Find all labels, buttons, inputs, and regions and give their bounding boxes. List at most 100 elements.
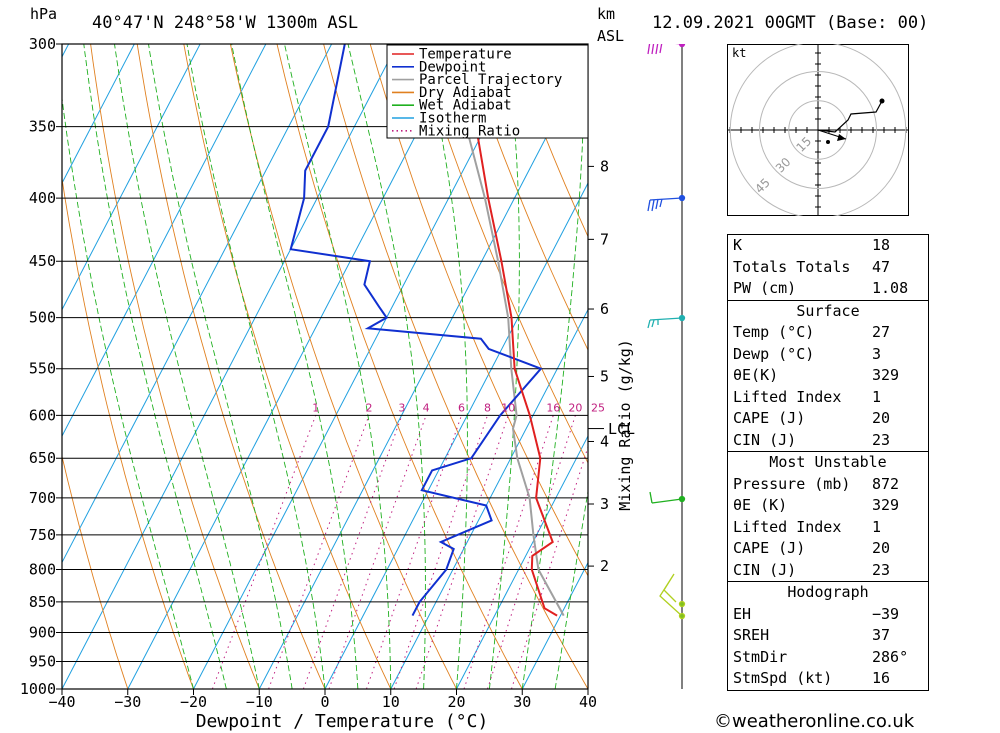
km-label: km: [597, 5, 616, 23]
hodograph-stat-label: EH: [733, 604, 752, 623]
dry-adiabat-line: [416, 44, 588, 464]
most-unstable-label: CAPE (J): [733, 539, 806, 557]
asl-label: ASL: [597, 27, 625, 45]
hodograph-stat-label: SREH: [733, 626, 770, 644]
surface-value: 20: [872, 409, 891, 427]
legend-entry: Isotherm: [419, 111, 486, 127]
hodograph-stat-value: 286°: [872, 647, 909, 666]
x-tick-label: 20: [447, 693, 465, 711]
most-unstable-row: θE (K) 329: [728, 495, 928, 517]
surface-row: CIN (J) 23: [728, 430, 928, 452]
surface-label: CIN (J): [733, 430, 797, 449]
surface-value: 3: [872, 344, 882, 363]
most-unstable-value: 329: [872, 496, 900, 514]
mixing-ratio-line: [328, 415, 427, 689]
surface-label: CAPE (J): [733, 409, 806, 427]
most-unstable-value: 20: [872, 539, 891, 557]
isotherm-line: [324, 182, 588, 689]
dry-adiabat-line: [90, 44, 260, 689]
wet-adiabat-line: [114, 44, 260, 689]
most-unstable-label: θE (K): [733, 496, 788, 514]
surface-label: θE(K): [733, 366, 779, 384]
mixing-ratio-label: 8: [484, 401, 491, 414]
km-tick-label: 6: [600, 300, 609, 318]
pressure-tick-label: 800: [29, 560, 56, 578]
surface-row: CAPE (J) 20: [728, 408, 928, 430]
isotherm-line: [62, 44, 201, 311]
dry-adiabat-line: [229, 44, 457, 689]
wet-adiabat-line: [554, 488, 588, 689]
most-unstable-value: 872: [872, 474, 900, 493]
wet-adiabat-line: [231, 44, 359, 689]
most-unstable-row: Pressure (mb) 872: [728, 474, 928, 496]
isotherm-line: [0, 26, 12, 689]
surface-title: Surface: [796, 301, 860, 320]
wind-barb-850: [659, 573, 686, 620]
x-tick-label: −30: [114, 693, 141, 711]
mixing-ratio-label: 10: [501, 401, 515, 414]
surface-value: 1: [872, 387, 882, 406]
dry-adiabat-line: [509, 44, 588, 238]
mixing-ratio-label: 3: [398, 401, 405, 414]
dry-adiabat-line: [462, 44, 588, 351]
index-label: PW (cm): [733, 279, 797, 297]
date-title: 12.09.2021 00GMT (Base: 00): [652, 13, 929, 33]
legend-entry: Dewpoint: [419, 59, 486, 75]
dry-adiabat-line: [276, 44, 523, 689]
hodograph-stats-title: Hodograph: [787, 583, 869, 601]
hodograph-stats-section: Hodograph EH −39 SREH 37 StmDir 286° StmSpd (k…: [728, 581, 928, 690]
pressure-tick-label: 450: [29, 252, 56, 270]
mixing-ratio-label: 25: [591, 401, 605, 414]
km-tick-label: 5: [600, 367, 609, 385]
legend-entry: Dry Adiabat: [419, 85, 512, 101]
surface-section: Surface Temp (°C) 27 Dewp (°C) 3 θE(K) 329 Lif…: [728, 299, 928, 452]
mixing-ratio-label: 16: [546, 401, 560, 414]
legend-entry: Temperature: [419, 47, 512, 63]
most-unstable-row: CAPE (J) 20: [728, 538, 928, 560]
pressure-tick-label: 350: [29, 118, 56, 136]
isotherm-line: [62, 44, 398, 689]
isotherm-line: [456, 434, 588, 689]
km-tick-label: 4: [600, 432, 609, 450]
hodograph-stat-row: StmDir 286°: [728, 647, 928, 669]
dry-adiabat-line: [62, 175, 194, 689]
plot-frame: [61, 43, 589, 690]
most-unstable-label: CIN (J): [733, 560, 797, 579]
most-unstable-row: Lifted Index 1: [728, 517, 928, 539]
legend-entry: Wet Adiabat: [419, 98, 512, 114]
isotherm-line: [62, 44, 135, 185]
pressure-tick-label: 300: [29, 35, 56, 53]
surface-row: Lifted Index 1: [728, 387, 928, 409]
index-row: Totals Totals 47: [728, 257, 928, 279]
pressure-tick-label: 900: [29, 624, 56, 642]
x-tick-label: 40: [579, 693, 597, 711]
km-tick-label: 8: [600, 157, 609, 175]
pressure-tick-label: 750: [29, 526, 56, 544]
temperature-line: [455, 44, 558, 617]
most-unstable-value: 1: [872, 517, 882, 536]
mixing-ratio-label: 20: [568, 401, 582, 414]
surface-label: Lifted Index: [733, 387, 842, 406]
pressure-tick-label: 600: [29, 406, 56, 424]
hodograph-stat-row: StmSpd (kt) 16: [728, 668, 928, 690]
wind-barb-500: [647, 314, 686, 329]
dry-adiabat-line: [62, 454, 129, 689]
wet-adiabat-line: [186, 44, 326, 689]
mixing-ratio-line: [511, 445, 588, 689]
x-axis-label: Dewpoint / Temperature (°C): [196, 711, 489, 732]
pressure-tick-label: 700: [29, 489, 56, 507]
pressure-tick-label: 850: [29, 593, 56, 611]
wet-adiabat-line: [521, 44, 586, 689]
mixing-ratio-line: [211, 415, 317, 689]
hodograph-ring: [729, 44, 907, 216]
parcel-trajectory-line: [435, 44, 565, 617]
wet-adiabat-line: [347, 44, 426, 689]
mixing-ratio-label: 1: [312, 401, 319, 414]
hpa-label: hPa: [30, 5, 58, 23]
km-tick-label: 3: [600, 495, 609, 513]
mixing-ratio-label: 4: [423, 401, 430, 414]
wet-adiabat-line: [488, 44, 520, 689]
indices-panel: K 18 Totals Totals 47 PW (cm) 1.08 Surface Te…: [727, 234, 929, 691]
